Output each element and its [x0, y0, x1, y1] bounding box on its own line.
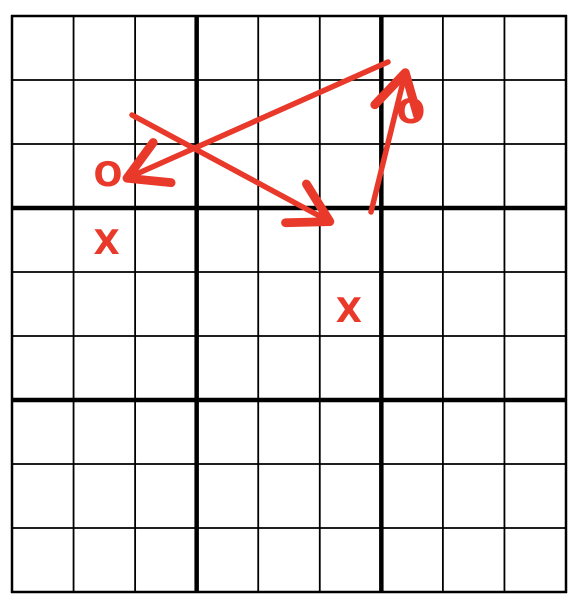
- grid-cell-r7-c9[interactable]: [504, 400, 566, 464]
- grid-cell-r2-c5[interactable]: [258, 80, 320, 144]
- grid-cell-r7-c3[interactable]: [135, 400, 197, 464]
- annotation-marks: O X X O: [94, 92, 426, 331]
- grid-cell-r7-c5[interactable]: [258, 400, 320, 464]
- arrow-o-left-to-x-center: [129, 112, 335, 228]
- grid-cell-r9-c1[interactable]: [12, 528, 74, 592]
- grid-cell-r6-c2[interactable]: [73, 336, 136, 400]
- grid-cell-r4-c7[interactable]: [381, 208, 443, 272]
- grid-cell-r2-c2[interactable]: [73, 80, 136, 144]
- grid-cell-r5-c5[interactable]: [258, 272, 320, 336]
- grid-cell-r3-c8[interactable]: [442, 144, 505, 208]
- grid-cell-r9-c8[interactable]: [442, 528, 505, 592]
- arrow-x-center-to-o-right: [368, 68, 422, 215]
- grid-cell-r8-c4[interactable]: [196, 464, 259, 528]
- grid-cell-r6-c9[interactable]: [504, 336, 566, 400]
- grid-cells: [12, 16, 566, 592]
- grid-cell-r4-c6[interactable]: [319, 208, 382, 272]
- grid-cell-r7-c4[interactable]: [196, 400, 259, 464]
- grid-cell-r5-c8[interactable]: [442, 272, 505, 336]
- grid-cell-r6-c5[interactable]: [258, 336, 320, 400]
- annotation-arrows: [122, 59, 422, 228]
- grid-cell-r6-c4[interactable]: [196, 336, 259, 400]
- mark-o-left: O: [94, 155, 123, 195]
- grid-cell-r5-c6[interactable]: [319, 272, 382, 336]
- grid-cell-r1-c1[interactable]: [12, 16, 74, 80]
- grid-cell-r6-c1[interactable]: [12, 336, 74, 400]
- grid-cell-r8-c5[interactable]: [258, 464, 320, 528]
- grid-cell-r9-c3[interactable]: [135, 528, 197, 592]
- grid-cell-r8-c3[interactable]: [135, 464, 197, 528]
- mark-o-right: O: [396, 92, 425, 132]
- grid-cell-r8-c6[interactable]: [319, 464, 382, 528]
- grid-cell-r5-c7[interactable]: [381, 272, 443, 336]
- mark-x-left: X: [94, 223, 120, 263]
- grid-cell-r8-c9[interactable]: [504, 464, 566, 528]
- grid-cell-r2-c9[interactable]: [504, 80, 566, 144]
- grid-cell-r8-c8[interactable]: [442, 464, 505, 528]
- grid-cell-r6-c7[interactable]: [381, 336, 443, 400]
- grid-cell-r1-c8[interactable]: [442, 16, 505, 80]
- grid-cell-r3-c1[interactable]: [12, 144, 74, 208]
- grid-cell-r6-c8[interactable]: [442, 336, 505, 400]
- grid-cell-r1-c9[interactable]: [504, 16, 566, 80]
- grid-cell-r9-c7[interactable]: [381, 528, 443, 592]
- grid-cell-r9-c5[interactable]: [258, 528, 320, 592]
- grid-cell-r4-c4[interactable]: [196, 208, 259, 272]
- grid-cell-r3-c7[interactable]: [381, 144, 443, 208]
- grid-cell-r9-c4[interactable]: [196, 528, 259, 592]
- grid-cell-r7-c1[interactable]: [12, 400, 74, 464]
- grid-cell-r4-c5[interactable]: [258, 208, 320, 272]
- grid-cell-r4-c2[interactable]: [73, 208, 136, 272]
- grid-cell-r2-c1[interactable]: [12, 80, 74, 144]
- grid-cell-r5-c1[interactable]: [12, 272, 74, 336]
- grid-cell-r8-c7[interactable]: [381, 464, 443, 528]
- grid-cell-r5-c4[interactable]: [196, 272, 259, 336]
- grid-cell-r3-c9[interactable]: [504, 144, 566, 208]
- grid-cell-r5-c2[interactable]: [73, 272, 136, 336]
- grid-cell-r1-c4[interactable]: [196, 16, 259, 80]
- grid-cell-r2-c8[interactable]: [442, 80, 505, 144]
- grid-cell-r8-c1[interactable]: [12, 464, 74, 528]
- grid-cell-r6-c6[interactable]: [319, 336, 382, 400]
- grid-cell-r9-c9[interactable]: [504, 528, 566, 592]
- mark-x-center: X: [336, 291, 362, 331]
- grid-cell-r8-c2[interactable]: [73, 464, 136, 528]
- grid-cell-r7-c8[interactable]: [442, 400, 505, 464]
- grid-cell-r5-c3[interactable]: [135, 272, 197, 336]
- grid-cell-r4-c9[interactable]: [504, 208, 566, 272]
- grid-cell-r1-c3[interactable]: [135, 16, 197, 80]
- grid-cell-r4-c3[interactable]: [135, 208, 197, 272]
- grid-lines: [10, 14, 568, 594]
- grid-cell-r7-c2[interactable]: [73, 400, 136, 464]
- grid-cell-r7-c6[interactable]: [319, 400, 382, 464]
- grid-cell-r9-c2[interactable]: [73, 528, 136, 592]
- grid-cell-r4-c8[interactable]: [442, 208, 505, 272]
- grid-cell-r1-c5[interactable]: [258, 16, 320, 80]
- grid-cell-r1-c2[interactable]: [73, 16, 136, 80]
- grid-cell-r1-c7[interactable]: [381, 16, 443, 80]
- grid-cell-r6-c3[interactable]: [135, 336, 197, 400]
- grid-cell-r5-c9[interactable]: [504, 272, 566, 336]
- arrow-o-right-to-x-left: [122, 59, 391, 188]
- grid-cell-r7-c7[interactable]: [381, 400, 443, 464]
- grid-cell-r4-c1[interactable]: [12, 208, 74, 272]
- grid-cell-r9-c6[interactable]: [319, 528, 382, 592]
